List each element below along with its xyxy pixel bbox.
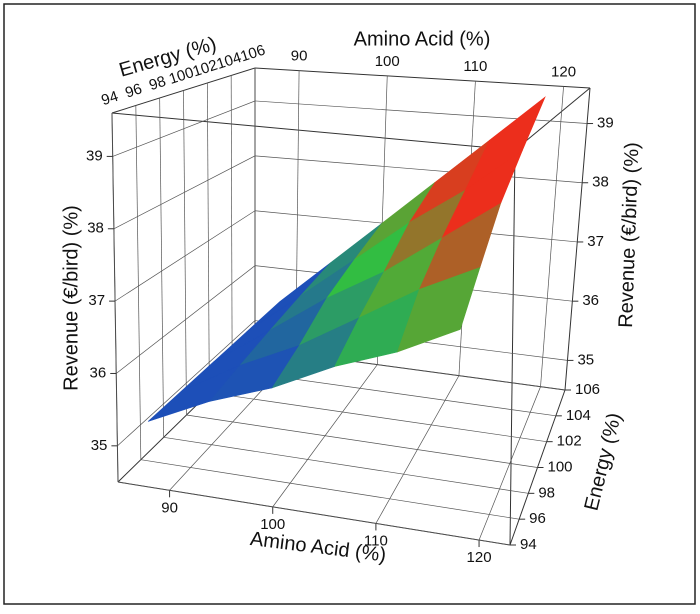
axis-title: Amino Acid (%) <box>354 28 491 50</box>
box-edge <box>254 67 591 89</box>
z-tick-label: 36 <box>582 292 599 309</box>
box-edge <box>509 149 516 546</box>
surface-cell <box>396 266 481 353</box>
grid-line <box>140 459 520 520</box>
grid-line <box>112 100 256 157</box>
grid-line <box>206 82 210 393</box>
x-tick-label: 100 <box>260 516 285 533</box>
grid-line <box>114 210 256 302</box>
x-tick-label: 110 <box>463 58 487 75</box>
x-tick-label: 100 <box>375 53 400 70</box>
y-tick-label: 106 <box>238 42 267 66</box>
y-tick-label: 96 <box>123 80 144 101</box>
y-tick-label: 100 <box>548 458 573 475</box>
z-tick-label: 35 <box>577 351 594 368</box>
z-tick-label: 37 <box>587 233 604 250</box>
grid-line <box>540 86 564 387</box>
grid-line <box>209 392 547 443</box>
grid-line <box>111 112 119 483</box>
x-tick-label: 120 <box>467 549 492 566</box>
z-tick-label: 39 <box>597 114 614 131</box>
axis-title: Revenue (€/bird) (%) <box>60 205 82 391</box>
box-edge <box>514 87 591 151</box>
grid-line <box>117 320 256 447</box>
z-tick-label: 35 <box>91 437 108 454</box>
x-tick-label: 120 <box>551 63 576 80</box>
axis-title: Revenue (€/bird) (%) <box>615 142 643 328</box>
grid-line <box>135 105 142 460</box>
box-edge <box>111 112 516 151</box>
y-tick-label: 102 <box>557 433 582 450</box>
y-tick-label: 96 <box>529 510 546 527</box>
y-tick-label: 94 <box>520 536 537 553</box>
grid-line <box>159 97 165 438</box>
x-tick-label: 90 <box>161 499 178 516</box>
z-tick-label: 38 <box>592 174 609 191</box>
y-tick-label: 98 <box>538 484 555 501</box>
y-tick-label: 106 <box>575 381 600 398</box>
z-tick-label: 38 <box>87 220 104 237</box>
y-tick-label: 104 <box>566 407 591 424</box>
axis-title: Energy (%) <box>581 411 627 513</box>
grid-line <box>186 414 538 468</box>
grid-line <box>163 436 529 494</box>
grid-line <box>183 90 187 416</box>
y-tick-label: 104 <box>214 49 243 73</box>
grid-line <box>230 75 233 371</box>
frame <box>3 3 696 605</box>
box-edge <box>564 87 591 391</box>
y-tick-label: 98 <box>147 73 168 94</box>
z-tick-label: 36 <box>90 364 107 381</box>
y-tick-label: 100 <box>167 64 196 88</box>
grid-line <box>113 155 256 230</box>
z-tick-label: 39 <box>86 147 103 164</box>
grid-line <box>116 265 256 374</box>
grid-line <box>254 155 583 184</box>
x-tick-label: 90 <box>291 48 308 65</box>
y-tick-label: 94 <box>99 88 120 109</box>
x-tick-label: 110 <box>364 532 388 549</box>
grid-line <box>117 481 511 546</box>
z-tick-label: 37 <box>88 292 105 309</box>
y-tick-label: 102 <box>191 57 220 81</box>
